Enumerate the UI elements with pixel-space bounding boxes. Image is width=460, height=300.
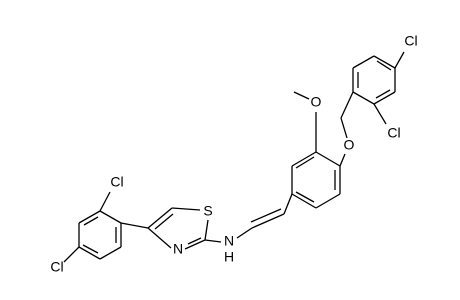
atom-label: Cl — [404, 33, 417, 49]
bonds — [63, 51, 405, 263]
atom-label: Cl — [50, 259, 63, 275]
atom-label: N — [224, 233, 234, 249]
atom-label: H — [224, 249, 234, 265]
atom-label: O — [344, 137, 355, 153]
atom-labels: Cl Cl O O S N N H Cl Cl — [50, 33, 417, 275]
atom-label: O — [311, 94, 322, 110]
atom-label: Cl — [387, 125, 400, 141]
atom-label: S — [203, 203, 212, 219]
atom-label: N — [173, 241, 183, 257]
atom-label: Cl — [110, 174, 123, 190]
